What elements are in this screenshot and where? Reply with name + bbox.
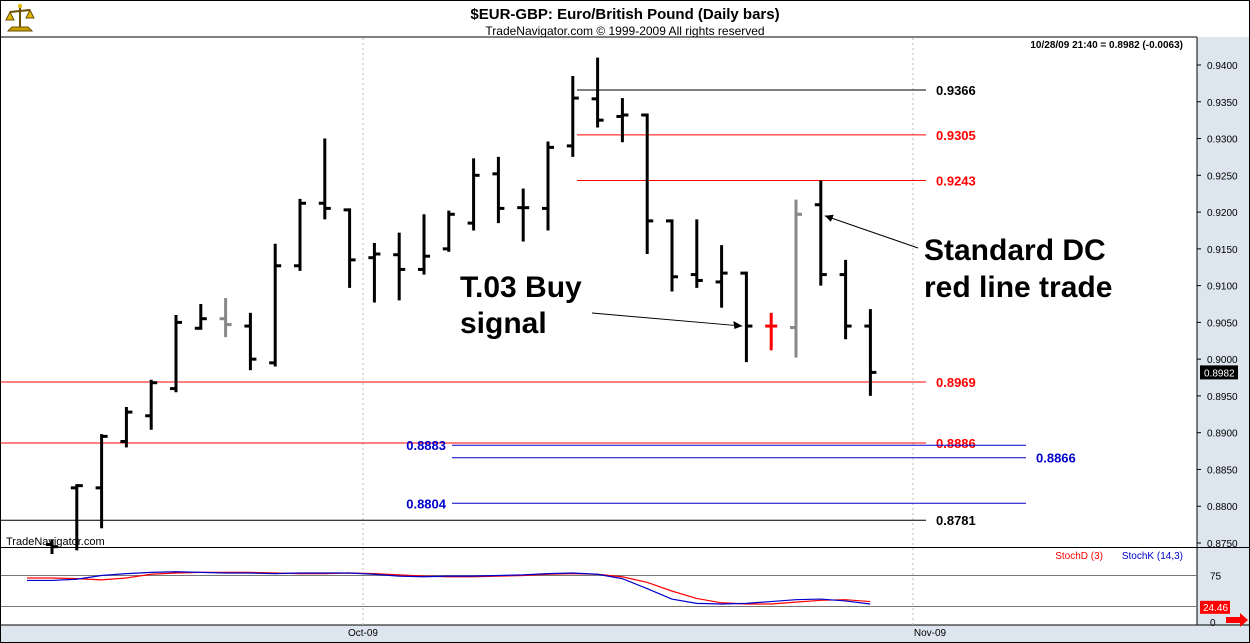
last-price-box (1200, 365, 1238, 380)
chart-subtitle: TradeNavigator.com © 1999-2009 All right… (485, 24, 764, 38)
price-level-label: 0.8866 (1036, 451, 1076, 466)
price-axis-background (1197, 37, 1249, 547)
stoch-value-box (1200, 600, 1230, 614)
chart-title: $EUR-GBP: Euro/British Pound (Daily bars… (470, 6, 779, 23)
stoch-series-line (27, 571, 871, 605)
ohlc-bar (219, 298, 232, 338)
ohlc-bar (294, 198, 306, 271)
ohlc-bar (368, 242, 381, 303)
ohlc-bar (591, 57, 604, 128)
price-axis-label: 0.8800 (1207, 502, 1238, 513)
price-axis-label: 0.9300 (1207, 135, 1238, 146)
watermark-text: TradeNavigator.com (6, 536, 105, 548)
ohlc-bar (244, 312, 257, 371)
ohlc-bar (194, 304, 207, 330)
ohlc-bar (566, 76, 579, 157)
annotation-arrowhead-dc (824, 214, 834, 222)
ohlc-bar (790, 199, 802, 358)
price-axis-label: 0.9350 (1207, 98, 1238, 109)
ohlc-bar (616, 98, 629, 143)
ohlc-bar (492, 156, 505, 224)
ohlc-bar (170, 315, 182, 393)
ohlc-bar (814, 180, 827, 286)
price-level-label: 0.9243 (936, 173, 976, 188)
stoch-axis-label: 0 (1210, 618, 1216, 629)
last-price-label: 0.8982 (1204, 368, 1235, 379)
price-axis-label: 0.9150 (1207, 245, 1238, 256)
ohlc-bar (70, 484, 83, 551)
ohlc-bar (145, 379, 158, 430)
price-level-label: 0.8781 (936, 513, 976, 528)
ohlc-bar (839, 259, 852, 340)
price-level-label: 0.8969 (936, 375, 976, 390)
time-axis-label: Oct-09 (348, 628, 378, 639)
scales-logo-icon (5, 4, 35, 32)
price-level-label: 0.8804 (406, 496, 447, 511)
price-axis-label: 0.9200 (1207, 208, 1238, 219)
annotation-buy-signal-line1: T.03 Buy (460, 271, 582, 304)
price-axis-label: 0.8900 (1207, 429, 1238, 440)
ohlc-bar (46, 539, 58, 555)
ohlc-bar (641, 113, 654, 254)
annotation-buy-signal-line2: signal (460, 307, 547, 340)
stoch-legend-k: StochK (14,3) (1122, 551, 1183, 562)
ohlc-bar (765, 312, 778, 351)
price-axis-label: 0.8750 (1207, 539, 1238, 550)
annotation-dc-line1: Standard DC (924, 234, 1106, 267)
price-axis-label: 0.9250 (1207, 171, 1238, 182)
stoch-series-line (27, 571, 871, 605)
stoch-axis-label: 75 (1210, 572, 1222, 583)
stoch-value-label: 24.46 (1203, 603, 1228, 614)
ohlc-bar (318, 138, 331, 220)
price-axis-label: 0.9400 (1207, 61, 1238, 72)
ohlc-bar (467, 158, 480, 231)
annotation-arrowhead-buy (733, 321, 743, 330)
ohlc-bar (442, 210, 455, 252)
ohlc-bar (517, 188, 530, 242)
price-axis-label: 0.9050 (1207, 318, 1238, 329)
price-level-label: 0.9366 (936, 83, 976, 98)
ohlc-bar (715, 245, 728, 308)
ohlc-bar (740, 271, 753, 363)
ohlc-bar (666, 219, 678, 292)
ohlc-bar (269, 243, 282, 367)
stoch-legend-d: StochD (3) (1055, 551, 1103, 562)
time-axis-label: Nov-09 (914, 628, 947, 639)
quote-readout: 10/28/09 21:40 = 0.8982 (-0.0063) (1030, 40, 1183, 51)
annotation-dc-line2: red line trade (924, 271, 1112, 304)
ohlc-bar (95, 434, 108, 529)
annotation-arrow-dc (824, 215, 919, 249)
price-level-label: 0.8886 (936, 436, 976, 451)
ohlc-bar (120, 406, 133, 448)
price-axis-label: 0.9100 (1207, 282, 1238, 293)
price-axis-label: 0.9000 (1207, 355, 1238, 366)
ohlc-bar (864, 309, 877, 396)
ohlc-bar (393, 232, 406, 301)
price-axis-label: 0.8950 (1207, 392, 1238, 403)
ohlc-bar (418, 214, 430, 275)
ohlc-bar (343, 208, 356, 288)
price-level-label: 0.8883 (406, 438, 446, 453)
time-axis-background (1, 625, 1249, 642)
price-axis-label: 0.8850 (1207, 465, 1238, 476)
ohlc-bar (542, 141, 554, 231)
price-level-label: 0.9305 (936, 128, 976, 143)
ohlc-bar (690, 219, 703, 288)
annotation-arrow-buy (591, 312, 743, 327)
scroll-right-arrow-icon[interactable] (1226, 613, 1248, 627)
